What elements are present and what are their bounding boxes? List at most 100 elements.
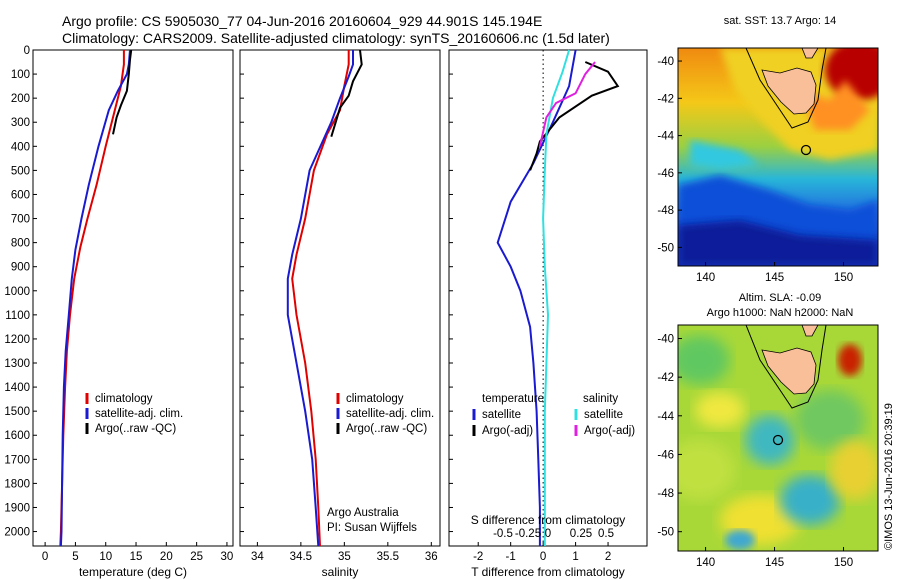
map-x-tick-label: 150: [834, 272, 853, 284]
y-tick-label: 1600: [4, 430, 30, 442]
map-x-tick-label: 140: [696, 272, 715, 284]
map-y-tick-label: -44: [657, 131, 674, 143]
sla-map-title-line1: Altim. SLA: -0.09: [739, 292, 822, 304]
y-tick-label: 100: [11, 69, 30, 81]
salinity-annotation: PI: Susan Wijffels: [327, 522, 417, 534]
legend-label: climatology: [95, 393, 153, 405]
legend-title-salinity: salinity: [583, 393, 618, 405]
imos-stamp: ©IMOS 13-Jun-2016 20:39:19: [883, 403, 895, 550]
sst-map-title: sat. SST: 13.7 Argo: 14: [724, 15, 837, 27]
y-tick-label: 400: [11, 141, 30, 153]
salinity-annotation: Argo Australia: [327, 507, 399, 519]
series-line-climatology: [291, 50, 350, 547]
sla-map-axes: 140 145 150 -40 -42 -44 -46 -48 -50: [657, 334, 853, 569]
x-tick-label: 0: [540, 551, 546, 563]
y-tick-label: 2000: [4, 527, 30, 539]
x-axis-label: salinity: [322, 565, 359, 579]
legend-label: satellite: [482, 409, 521, 421]
legend-label: satellite-adj. clim.: [346, 408, 434, 420]
s-axis-label: S difference from climatology: [471, 513, 626, 527]
x-tick-label: 34: [251, 551, 264, 563]
salinity-panel-frame: [239, 49, 441, 547]
y-tick-label: 600: [11, 189, 30, 201]
y-tick-label: 800: [11, 238, 30, 250]
y-tick-label: 1400: [4, 382, 30, 394]
map-x-tick-label: 145: [765, 557, 784, 569]
map-y-tick-label: -42: [657, 372, 674, 384]
x-tick-label: 15: [130, 551, 143, 563]
map-y-tick-label: -46: [657, 449, 674, 461]
y-tick-label: 1700: [4, 454, 30, 466]
legend-label: Argo(-adj): [482, 425, 533, 437]
y-tick-label: 0: [24, 45, 30, 57]
x-axis-label: T difference from climatology: [471, 565, 625, 579]
s-tick-label: 0.5: [598, 528, 614, 540]
x-tick-label: -1: [506, 551, 516, 563]
x-tick-label: 35: [338, 551, 351, 563]
map-y-tick-label: -40: [657, 334, 674, 346]
legend-label: Argo(..raw -QC): [346, 423, 427, 435]
x-tick-label: 35.5: [377, 551, 399, 563]
map-y-tick-label: -40: [657, 56, 674, 68]
s-tick-label: 0.25: [570, 528, 592, 540]
x-tick-label: 10: [99, 551, 112, 563]
map-y-tick-label: -42: [657, 93, 674, 105]
y-tick-label: 300: [11, 117, 30, 129]
sla-map-title-line2: Argo h1000: NaN h2000: NaN: [707, 307, 854, 319]
x-tick-label: 25: [190, 551, 203, 563]
legend-label: satellite: [584, 409, 623, 421]
difference-panel-frame: [448, 49, 648, 547]
y-tick-label: 1100: [5, 310, 30, 322]
y-tick-label: 200: [11, 93, 30, 105]
y-tick-label: 500: [11, 165, 30, 177]
series-line-argo-adj-: [529, 61, 620, 171]
y-tick-label: 1000: [4, 286, 30, 298]
x-tick-label: -2: [473, 551, 483, 563]
x-tick-label: 30: [221, 551, 234, 563]
x-tick-label: 5: [72, 551, 78, 563]
temperature-plot: 0100200300400500600700800900100011001200…: [4, 45, 233, 579]
map-y-tick-label: -50: [657, 527, 674, 539]
s-tick-label: 0: [545, 528, 551, 540]
map-x-tick-label: 150: [834, 557, 853, 569]
map-y-tick-label: -48: [657, 205, 674, 217]
sst-float-marker: [800, 144, 812, 156]
y-tick-label: 1300: [4, 358, 30, 370]
x-tick-label: 2: [605, 551, 611, 563]
series-line-satellite-adj-clim-: [286, 50, 354, 547]
sla-map: [678, 325, 878, 551]
series-line-satellite: [542, 49, 571, 546]
legend-label: Argo(-adj): [584, 425, 635, 437]
series-line-argo-adj-: [538, 61, 596, 147]
series-line-satellite: [496, 49, 577, 546]
sst-map: [678, 48, 878, 266]
x-tick-label: 36: [425, 551, 438, 563]
x-tick-label: 0: [42, 551, 48, 563]
y-tick-label: 1800: [4, 478, 30, 490]
map-x-tick-label: 145: [765, 272, 784, 284]
x-tick-label: 34.5: [290, 551, 312, 563]
x-tick-label: 20: [160, 551, 173, 563]
legend-label: satellite-adj. clim.: [95, 408, 183, 420]
sst-map-axes: 140 145 150 -40 -42 -44 -46 -48 -50: [657, 56, 853, 284]
x-axis-label: temperature (deg C): [79, 565, 187, 579]
map-y-tick-label: -46: [657, 168, 674, 180]
map-x-tick-label: 140: [696, 557, 715, 569]
y-tick-label: 1900: [4, 502, 30, 514]
sst-map-frame: [677, 47, 879, 267]
series-line-argo-raw-qc-: [330, 49, 363, 137]
s-tick-label: -0.25: [515, 528, 541, 540]
y-tick-label: 700: [11, 214, 30, 226]
series-line-argo-raw-qc-: [112, 49, 133, 135]
figure-title-line1: Argo profile: CS 5905030_77 04-Jun-2016 …: [62, 13, 543, 29]
figure-title-line2: Climatology: CARS2009. Satellite-adjuste…: [62, 30, 610, 46]
y-tick-label: 1200: [4, 334, 30, 346]
legend-title-temperature: temperature: [482, 393, 544, 405]
map-y-tick-label: -50: [657, 242, 674, 254]
y-tick-label: 900: [11, 262, 30, 274]
map-y-tick-label: -48: [657, 488, 674, 500]
legend-label: climatology: [346, 393, 404, 405]
series-line-satellite-adj-clim-: [59, 49, 131, 547]
sla-map-frame: [677, 324, 879, 552]
